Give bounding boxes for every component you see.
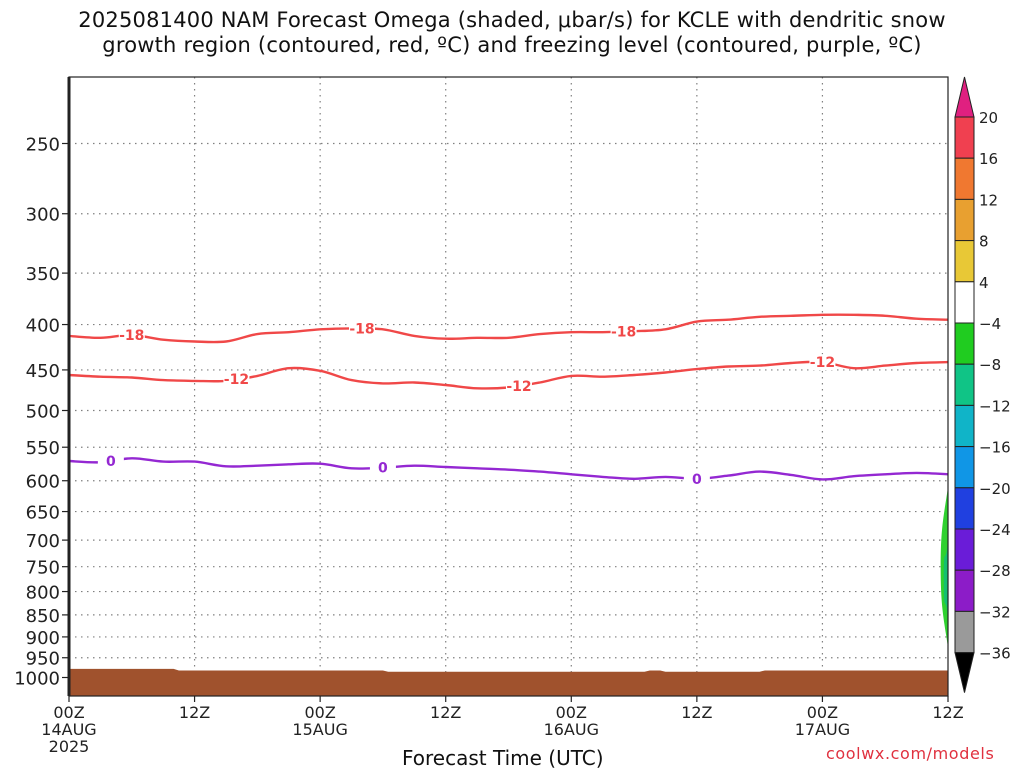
contour-label-background	[683, 470, 710, 487]
y-tick-label: 800	[26, 583, 60, 604]
colorbar-swatch	[954, 487, 975, 530]
contour-label-background	[349, 320, 375, 337]
plot-frame	[68, 76, 949, 697]
colorbar-label: 20	[979, 109, 998, 127]
colorbar-swatch	[954, 446, 975, 489]
colorbar-swatch	[954, 322, 975, 365]
x-axis-title: Forecast Time (UTC)	[402, 746, 604, 770]
colorbar-label: 4	[979, 274, 989, 292]
colorbar-label: −16	[979, 439, 1011, 457]
y-tick-label: 700	[26, 531, 60, 552]
colorbar-bottom-arrow	[954, 652, 975, 693]
y-tick-label: 1000	[14, 669, 60, 690]
contour-label-background	[505, 377, 532, 394]
title-line-1: 2025081400 NAM Forecast Omega (shaded, μ…	[78, 8, 946, 32]
x-tick-label: 00Z	[304, 703, 335, 722]
y-tick-label: 650	[26, 503, 60, 524]
colorbar-label: −20	[979, 480, 1011, 498]
omega-shaded-region	[943, 540, 948, 620]
contour-label: -18	[349, 322, 374, 338]
x-tick-date: 16AUG	[544, 720, 599, 739]
x-tick-date: 14AUG	[41, 720, 96, 739]
title-line-2: growth region (contoured, red, ºC) and f…	[102, 33, 922, 57]
colorbar-swatch	[954, 404, 975, 448]
contour-label-background	[809, 354, 836, 371]
x-tick-label: 00Z	[807, 703, 838, 722]
colorbar-label: −8	[979, 356, 1001, 374]
colorbar-swatch	[954, 363, 975, 406]
contour-label-background	[97, 452, 124, 469]
y-tick-label: 550	[26, 438, 60, 459]
terrain-fill	[69, 668, 948, 696]
colorbar-swatch	[954, 569, 975, 612]
colorbar-swatch	[954, 281, 975, 324]
y-tick-label: 250	[26, 135, 60, 156]
contour-line-minus18	[68, 313, 949, 344]
contour-label-background	[610, 323, 637, 340]
colorbar-label: −12	[979, 397, 1011, 415]
contour-label: 0	[378, 461, 388, 477]
contour-label: -12	[224, 372, 249, 388]
y-tick-label: 300	[26, 205, 60, 226]
contour-label: -12	[810, 355, 835, 371]
contour-label-background	[369, 459, 396, 476]
site-credit[interactable]: coolwx.com/models	[826, 744, 995, 763]
x-tick-label: 12Z	[932, 703, 963, 722]
colorbar-swatch	[954, 116, 975, 159]
y-tick-label: 450	[26, 361, 60, 382]
colorbar-top-arrow	[954, 76, 975, 118]
x-tick-label: 12Z	[179, 703, 210, 722]
colorbar-label: −32	[979, 603, 1011, 621]
colorbar-label: 12	[979, 191, 998, 209]
y-tick-label: 600	[26, 472, 60, 493]
colorbar-swatch	[954, 157, 975, 200]
contour-label: -18	[119, 328, 144, 344]
colorbar-label: −24	[979, 521, 1011, 539]
colorbar-label: 8	[979, 233, 989, 251]
y-tick-label: 400	[26, 316, 60, 337]
contour-label-background	[223, 371, 250, 388]
colorbar-swatch	[954, 240, 975, 283]
x-tick-date: 15AUG	[292, 720, 347, 739]
x-tick-label: 00Z	[53, 703, 84, 722]
x-tick-label: 00Z	[556, 703, 587, 722]
colorbar-label: −4	[979, 315, 1001, 333]
y-tick-label: 750	[26, 558, 60, 579]
x-tick-year: 2025	[49, 737, 90, 756]
contour-label: -18	[611, 325, 636, 341]
chart-title: 2025081400 NAM Forecast Omega (shaded, μ…	[0, 8, 1024, 58]
x-tick-label: 12Z	[681, 703, 712, 722]
contour-line-0	[68, 457, 949, 481]
y-tick-label: 950	[26, 649, 60, 670]
y-tick-label: 350	[26, 264, 60, 285]
y-tick-label: 500	[26, 402, 60, 423]
contour-label-background	[118, 326, 145, 343]
contour-label: 0	[106, 454, 116, 470]
colorbar-swatch	[954, 528, 975, 571]
y-tick-label: 900	[26, 628, 60, 649]
colorbar-label: −36	[979, 645, 1011, 663]
contour-label: 0	[692, 472, 702, 488]
x-tick-label: 12Z	[430, 703, 461, 722]
contour-label: -12	[506, 379, 531, 395]
colorbar-label: 16	[979, 150, 998, 168]
x-tick-date: 17AUG	[795, 720, 850, 739]
colorbar-swatch	[954, 610, 975, 654]
colorbar-label: −28	[979, 562, 1011, 580]
y-tick-label: 850	[26, 606, 60, 627]
colorbar-swatch	[954, 198, 975, 242]
